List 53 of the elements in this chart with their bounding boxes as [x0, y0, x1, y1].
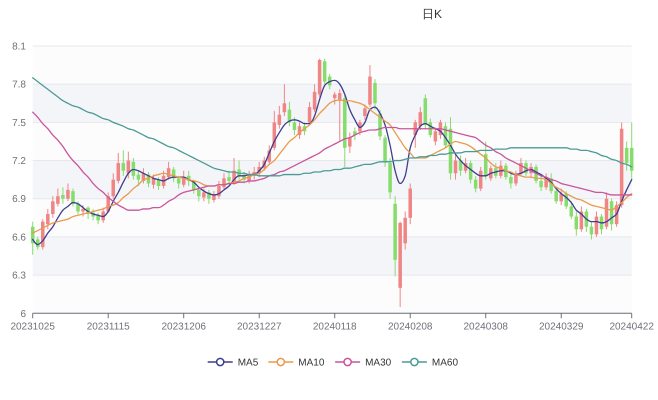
- candlestick: [539, 175, 543, 192]
- candlestick: [282, 84, 286, 117]
- legend-label: MA10: [298, 358, 325, 368]
- candlestick: [152, 174, 156, 190]
- candlestick: [373, 78, 377, 110]
- candlestick: [197, 186, 201, 202]
- candlestick: [590, 221, 594, 240]
- y-tick-label: 7.8: [12, 80, 26, 91]
- candlestick: [363, 104, 367, 120]
- line-series: [32, 112, 632, 211]
- y-tick-label: 7.2: [12, 156, 26, 168]
- candlestick: [66, 182, 70, 202]
- candlestick: [227, 170, 231, 186]
- candlestick: [478, 166, 482, 192]
- y-tick-label: 6.6: [12, 232, 26, 244]
- candlestick: [71, 188, 75, 207]
- candlestick: [600, 214, 604, 235]
- candlestick: [454, 154, 458, 180]
- x-tick-label: 20231025: [10, 321, 56, 332]
- x-tick-label: 20240308: [463, 321, 508, 332]
- x-tick-label: 20240208: [388, 321, 433, 332]
- x-tick-label: 20240422: [609, 321, 654, 332]
- x-tick-label: 20231206: [161, 321, 206, 332]
- candlestick: [594, 210, 598, 238]
- x-tick-label: 20231115: [86, 321, 130, 332]
- legend-label: MA5: [238, 358, 259, 368]
- candlestick: [574, 210, 578, 236]
- candlestick: [570, 200, 574, 220]
- candlestick: [580, 206, 584, 232]
- legend-label: MA60: [432, 358, 458, 368]
- y-tick-label: 6: [20, 308, 26, 320]
- candlestick: [554, 186, 558, 204]
- x-tick-label: 20240329: [538, 321, 584, 332]
- legend-label: MA30: [365, 358, 392, 368]
- candlestick: [509, 172, 513, 190]
- y-tick-label: 6.9: [12, 194, 26, 206]
- candlestick: [202, 188, 206, 202]
- y-tick-label: 8.1: [12, 42, 26, 52]
- candlestick: [176, 175, 180, 190]
- candlestick: [288, 102, 292, 127]
- candlestick: [559, 188, 563, 206]
- candlestick: [122, 150, 126, 176]
- x-tick-label: 20240118: [312, 321, 358, 332]
- y-tick-label: 7.5: [12, 118, 26, 129]
- candlestick: [292, 116, 296, 136]
- candlestick: [348, 132, 352, 154]
- chart-title: 日K: [422, 7, 442, 21]
- candlestick: [474, 175, 478, 193]
- y-tick-label: 6.3: [12, 270, 26, 282]
- candlestick: [126, 151, 130, 179]
- candlestick: [76, 200, 80, 215]
- candlestick: [61, 186, 65, 204]
- x-tick-label: 20231227: [236, 321, 282, 332]
